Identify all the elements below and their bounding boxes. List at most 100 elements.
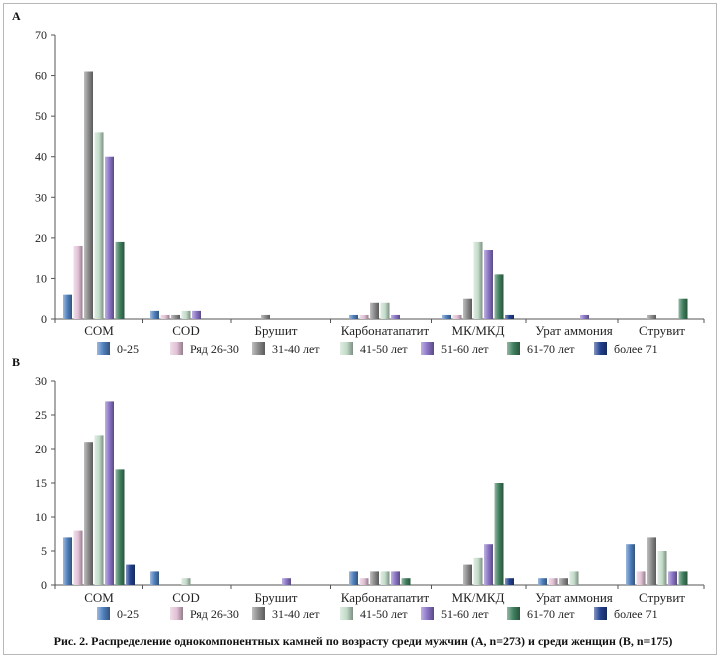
- chart1-bar: [580, 314, 589, 319]
- chart1-legend-swatch: [421, 342, 434, 355]
- chart2-legend-label: 61-70 лет: [527, 607, 575, 621]
- chart2-bar: [115, 469, 125, 585]
- chart1-legend-label: более 71: [614, 342, 658, 356]
- chart2-y-tick-label: 20: [35, 442, 47, 456]
- chart1-bar: [150, 310, 159, 319]
- chart2-bar: [538, 578, 547, 585]
- chart2-bar: [657, 551, 667, 585]
- chart1-y-tick-label: 60: [35, 69, 47, 83]
- chart1-legend-swatch: [97, 342, 110, 355]
- chart1-bar: [160, 314, 170, 319]
- chart2-bar: [105, 401, 114, 585]
- chart2-bar: [126, 564, 135, 585]
- chart2-legend-swatch: [252, 607, 265, 620]
- chart2-bar: [150, 571, 159, 585]
- chart2-category-label: Урат аммония: [535, 590, 613, 605]
- figure-frame: А 0 10 20 30 40 50 60 70 COM COD Брушит Карбонатапат…: [3, 3, 717, 655]
- chart1-bar: [349, 314, 358, 319]
- chart2-y-tick-label: 15: [35, 476, 47, 490]
- chart2-bar: [463, 564, 472, 585]
- chart1-panel-label: А: [12, 9, 21, 23]
- chart1-legend-swatch: [252, 342, 265, 355]
- chart1-y-tick-label: 50: [35, 109, 47, 123]
- chart2-y-tick-label: 25: [35, 408, 47, 422]
- chart2-bar: [359, 578, 369, 585]
- chart2-bar: [63, 537, 72, 585]
- chart1-bar: [678, 298, 688, 319]
- chart1-legend-swatch: [340, 342, 353, 355]
- chart1-bar: [370, 302, 379, 319]
- chart1-category-label: Брушит: [255, 323, 298, 338]
- chart1-legend-swatch: [507, 342, 520, 355]
- chart1-category-label: COM: [84, 323, 114, 338]
- chart1-category-label: Урат аммония: [535, 323, 613, 338]
- chart2-bar: [181, 578, 191, 585]
- chart1-bar: [442, 314, 451, 319]
- chart2-category-label: COM: [84, 590, 114, 605]
- chart1-legend-label: Ряд 26-30: [190, 342, 239, 356]
- chart1-category-label: Карбонатапатит: [341, 323, 430, 338]
- chart1-category-label: COD: [172, 323, 199, 338]
- chart1-y-tick-label: 70: [35, 28, 47, 42]
- figure-caption: Рис. 2. Распределение однокомпонентных к…: [53, 634, 673, 648]
- chart2-legend-swatch: [594, 607, 607, 620]
- chart2-bar: [349, 571, 358, 585]
- chart2-legend-label: 0-25: [117, 607, 139, 621]
- chart1-legend-label: 51-60 лет: [441, 342, 489, 356]
- chart1-bar: [391, 314, 400, 319]
- chart2-y-tick-label: 30: [35, 374, 47, 388]
- chart1-bar: [452, 314, 462, 319]
- chart2-legend-label: 51-60 лет: [441, 607, 489, 621]
- chart2-bar: [380, 571, 390, 585]
- chart2-bar: [668, 571, 677, 585]
- chart1-bar: [380, 302, 390, 319]
- chart2-legend-label: Ряд 26-30: [190, 607, 239, 621]
- chart1-bar: [192, 310, 201, 319]
- chart2-legend-swatch: [421, 607, 434, 620]
- chart2-bar: [678, 571, 688, 585]
- chart1-legend-label: 31-40 лет: [272, 342, 320, 356]
- chart1-bar: [63, 294, 72, 319]
- chart1-bar: [105, 156, 114, 319]
- chart1-bar: [473, 241, 483, 319]
- chart2-bar: [484, 544, 493, 585]
- chart1-bar: [647, 314, 656, 319]
- chart1-y-tick-label: 30: [35, 190, 47, 204]
- chart1-bar: [484, 250, 493, 319]
- chart1-bar: [463, 298, 472, 319]
- chart2-category-label: МК/МКД: [452, 590, 505, 605]
- chart1-category-label: МК/МКД: [452, 323, 505, 338]
- chart2-legend-label: 41-50 лет: [360, 607, 408, 621]
- chart2-legend-label: более 71: [614, 607, 658, 621]
- chart2-bar: [569, 571, 579, 585]
- chart2-panel-label: В: [12, 355, 20, 369]
- chart2-bar: [370, 571, 379, 585]
- chart1-bar: [115, 241, 125, 319]
- chart1-category-label: Струвит: [639, 323, 685, 338]
- chart1-bar: [171, 314, 180, 319]
- chart1-bar: [73, 245, 83, 319]
- chart2-legend-swatch: [507, 607, 520, 620]
- chart2-category-label: Брушит: [255, 590, 298, 605]
- chart1-y-tick-label: 10: [35, 271, 47, 285]
- chart2-bar: [647, 537, 656, 585]
- chart1-bar: [494, 274, 504, 319]
- chart2-bar: [94, 435, 104, 585]
- chart2-bar: [505, 578, 514, 585]
- chart2-category-label: Карбонатапатит: [341, 590, 430, 605]
- chart2-y-tick-label: 0: [41, 578, 47, 592]
- chart1-y-tick-label: 40: [35, 150, 47, 164]
- chart1-legend-label: 0-25: [117, 342, 139, 356]
- chart2-bar: [548, 578, 558, 585]
- chart2-legend-swatch: [170, 607, 183, 620]
- chart2-bar: [473, 557, 483, 585]
- chart1-bar: [94, 132, 104, 319]
- chart1-y-tick-label: 0: [41, 312, 47, 326]
- chart1-legend-label: 61-70 лет: [527, 342, 575, 356]
- chart1-bar: [84, 71, 93, 319]
- chart1-bar: [261, 314, 270, 319]
- chart2-bar: [282, 578, 291, 585]
- chart1-bar: [181, 310, 191, 319]
- chart2-legend-swatch: [340, 607, 353, 620]
- chart2-legend-swatch: [97, 607, 110, 620]
